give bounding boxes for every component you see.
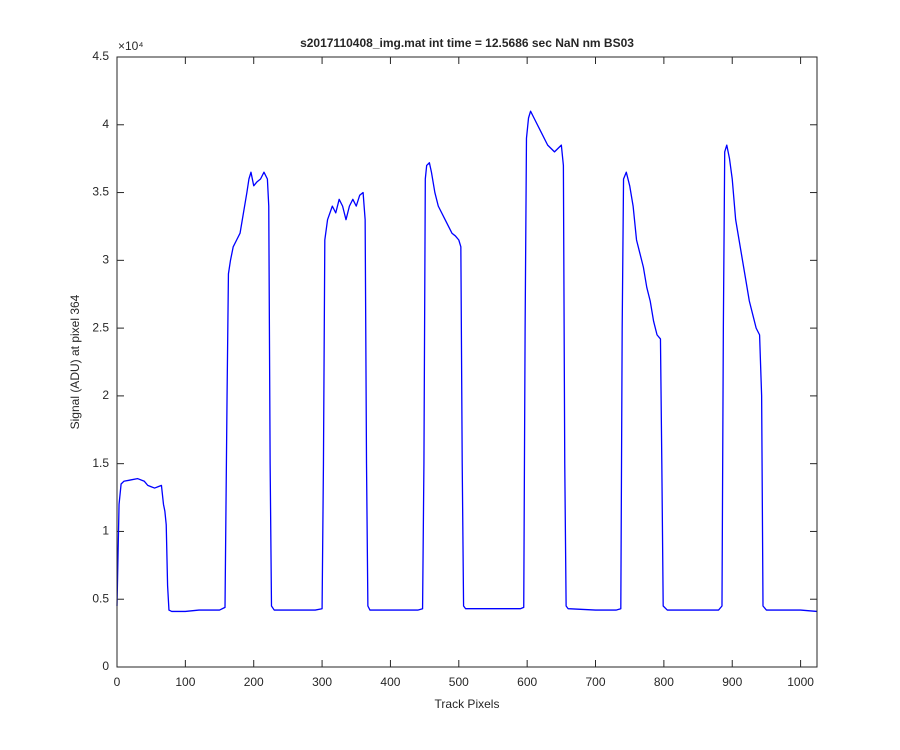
- chart-title: s2017110408_img.mat int time = 12.5686 s…: [300, 36, 634, 50]
- y-tick-label: 4: [102, 117, 109, 131]
- axes-box: [116, 56, 818, 668]
- x-tick-label: 600: [517, 675, 537, 689]
- y-tick-label: 0.5: [92, 591, 109, 605]
- y-tick-label: 1.5: [92, 456, 109, 470]
- x-tick-label: 100: [175, 675, 195, 689]
- x-tick-label: 800: [654, 675, 674, 689]
- x-tick-label: 700: [586, 675, 606, 689]
- y-tick-label: 2.5: [92, 320, 109, 334]
- y-tick-label: 0: [102, 659, 109, 673]
- y-tick-label: 3.5: [92, 185, 109, 199]
- y-tick-label: 3: [102, 253, 109, 267]
- x-axis-label: Track Pixels: [435, 697, 500, 711]
- x-tick-label: 200: [244, 675, 264, 689]
- x-tick-label: 500: [449, 675, 469, 689]
- data-line: [116, 110, 818, 613]
- x-tick-label: 1000: [787, 675, 814, 689]
- y-tick-label: 4.5: [92, 49, 109, 63]
- y-exponent-label: ×10⁴: [118, 39, 144, 53]
- x-tick-label: 300: [312, 675, 332, 689]
- x-tick-label: 0: [114, 675, 121, 689]
- y-tick-label: 2: [102, 388, 109, 402]
- x-tick-label: 900: [722, 675, 742, 689]
- y-tick-label: 1: [102, 524, 109, 538]
- x-tick-label: 400: [380, 675, 400, 689]
- y-axis-label: Signal (ADU) at pixel 364: [68, 294, 82, 429]
